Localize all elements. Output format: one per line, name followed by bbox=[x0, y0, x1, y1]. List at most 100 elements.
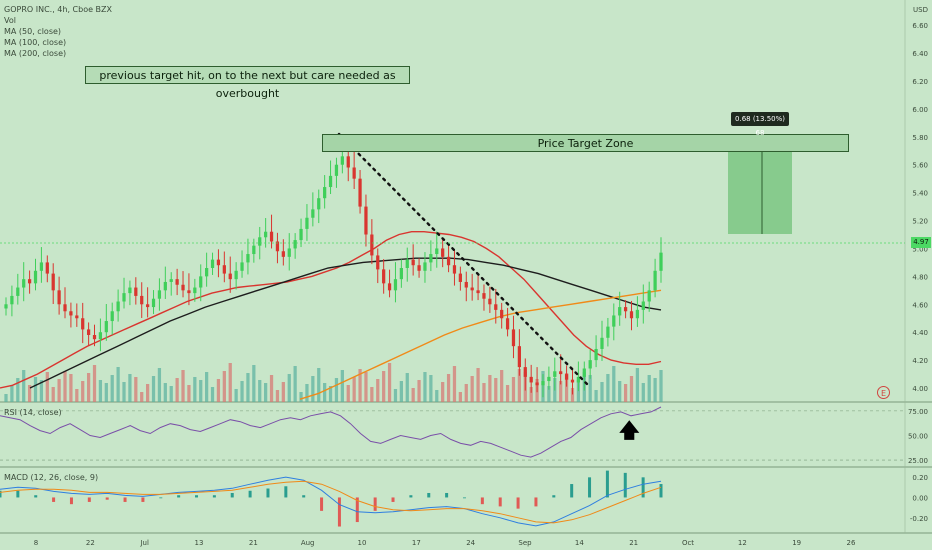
macd-histogram-bar bbox=[248, 490, 252, 498]
candle-body bbox=[641, 301, 645, 310]
volume-bar bbox=[653, 378, 657, 402]
volume-bar bbox=[98, 380, 103, 402]
x-tick-label: 14 bbox=[575, 539, 584, 547]
candle-body bbox=[470, 287, 474, 291]
volume-bar bbox=[417, 380, 421, 402]
candle-body bbox=[33, 270, 38, 284]
candle-body bbox=[505, 318, 510, 330]
candle-body bbox=[110, 311, 114, 322]
macd-histogram-bar bbox=[445, 492, 449, 498]
price-target-zone[interactable]: Price Target Zone bbox=[322, 134, 849, 152]
note-annotation[interactable]: previous target hit, on to the next but … bbox=[85, 66, 410, 100]
candle-body bbox=[51, 273, 55, 291]
volume-bar bbox=[140, 392, 144, 402]
volume-bar bbox=[22, 370, 26, 402]
volume-bar bbox=[328, 386, 333, 402]
macd-histogram-bar bbox=[462, 497, 466, 499]
candle-body bbox=[488, 298, 492, 305]
volume-bar bbox=[323, 383, 327, 402]
candle-body bbox=[169, 279, 173, 282]
volume-bar bbox=[234, 389, 238, 402]
macd-histogram-bar bbox=[641, 477, 645, 498]
volume-bar bbox=[635, 368, 640, 402]
candle-body bbox=[435, 248, 439, 255]
candle-body bbox=[4, 304, 8, 309]
macd-histogram-bar bbox=[16, 490, 20, 498]
candle-body bbox=[352, 167, 356, 179]
volume-bar bbox=[334, 378, 339, 402]
candle-body bbox=[275, 241, 280, 252]
macd-histogram-bar bbox=[427, 492, 431, 498]
macd-histogram-bar bbox=[212, 495, 216, 498]
macd-histogram-bar bbox=[588, 477, 592, 498]
volume-bar bbox=[258, 380, 262, 402]
candle-body bbox=[157, 290, 162, 299]
volume-bar bbox=[358, 369, 362, 402]
volume-bar bbox=[275, 390, 280, 402]
macd-histogram-bar bbox=[105, 497, 109, 500]
macd-tick-label: -0.20 bbox=[910, 515, 928, 523]
candle-body bbox=[612, 315, 616, 327]
symbol-label: GOPRO INC., 4h, Cboe BZX bbox=[4, 5, 112, 14]
macd-histogram-bar bbox=[177, 495, 181, 498]
macd-histogram-bar bbox=[87, 497, 91, 502]
volume-bar bbox=[299, 392, 303, 402]
macd-histogram-bar bbox=[141, 497, 145, 502]
rsi-tick-label: 50.00 bbox=[908, 432, 928, 440]
volume-bar bbox=[116, 367, 120, 402]
candle-body bbox=[140, 295, 144, 305]
candle-body bbox=[376, 255, 380, 270]
volume-bar bbox=[264, 383, 268, 402]
volume-bar bbox=[482, 383, 486, 402]
volume-bar bbox=[175, 378, 179, 402]
volume-bar bbox=[39, 380, 44, 402]
candle-body bbox=[187, 290, 191, 294]
candle-body bbox=[305, 217, 309, 229]
last-price-badge: 4.97 bbox=[911, 237, 931, 248]
candlesticks bbox=[4, 142, 663, 398]
candle-body bbox=[441, 248, 445, 257]
volume-bar bbox=[511, 377, 516, 402]
candle-body bbox=[405, 259, 409, 268]
candle-body bbox=[75, 315, 79, 319]
volume-bar bbox=[547, 386, 551, 402]
earnings-marker[interactable]: E bbox=[877, 386, 890, 399]
macd-pane: 0.20 0.00 -0.20 bbox=[0, 470, 928, 527]
candle-body bbox=[122, 293, 126, 302]
volume-bar bbox=[122, 382, 126, 402]
candle-body bbox=[27, 279, 32, 284]
candle-body bbox=[299, 228, 303, 241]
volume-bar bbox=[193, 377, 197, 402]
candle-body bbox=[175, 279, 179, 285]
candle-body bbox=[81, 318, 85, 330]
x-tick-label: 26 bbox=[847, 539, 856, 547]
candle-body bbox=[600, 337, 604, 349]
candle-body bbox=[594, 348, 598, 361]
macd-histogram-bar bbox=[320, 497, 324, 511]
volume-bar bbox=[505, 385, 510, 402]
rsi-legend: RSI (14, close) bbox=[4, 408, 62, 417]
macd-histogram-bar bbox=[284, 486, 288, 498]
candle-body bbox=[22, 279, 26, 288]
x-tick-label: Jul bbox=[139, 539, 149, 547]
rsi-line bbox=[0, 406, 662, 458]
volume-bar bbox=[57, 379, 61, 402]
macd-legend: MACD (12, 26, close, 9) bbox=[4, 473, 99, 482]
macd-tick-label: 0.00 bbox=[912, 494, 928, 502]
volume-bar bbox=[104, 383, 108, 402]
candle-body bbox=[293, 240, 297, 249]
volume-bar bbox=[659, 370, 663, 402]
volume-bar bbox=[458, 392, 462, 402]
candle-body bbox=[116, 301, 120, 312]
candle-body bbox=[281, 251, 285, 257]
candle-body bbox=[210, 259, 215, 268]
candle-body bbox=[151, 298, 156, 308]
volume-bar bbox=[16, 378, 20, 402]
x-tick-label: 21 bbox=[249, 539, 258, 547]
y-axis-unit: USD bbox=[913, 6, 928, 14]
candle-body bbox=[340, 156, 344, 165]
candle-body bbox=[629, 311, 634, 319]
macd-histogram-bar bbox=[480, 497, 484, 505]
candle-body bbox=[476, 290, 480, 294]
x-tick-label: Aug bbox=[301, 539, 315, 547]
